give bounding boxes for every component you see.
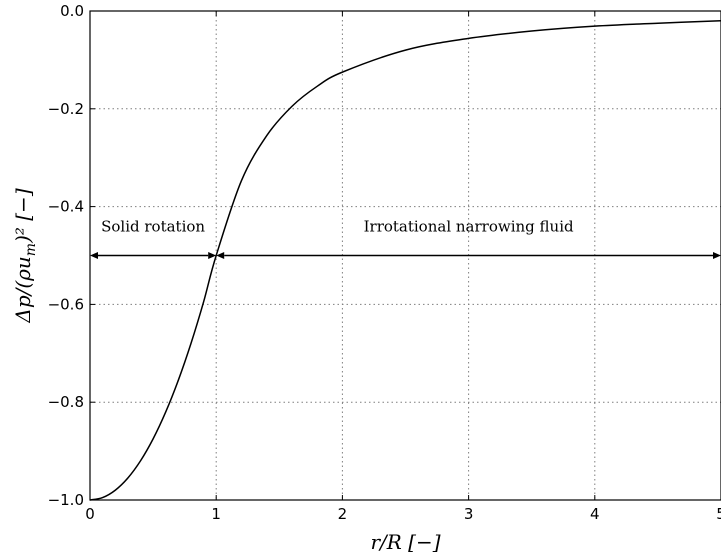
x-tick-label: 1 — [211, 505, 221, 523]
arrow-head-right — [713, 252, 721, 259]
axes-box — [89, 10, 721, 501]
range-label: Irrotational narrowing fluid — [364, 218, 574, 236]
range-label: Solid rotation — [101, 218, 205, 236]
y-tick-label: −0.2 — [48, 100, 84, 118]
range-arrow: Irrotational narrowing fluid — [216, 218, 721, 259]
y-tick-label: 0.0 — [60, 2, 84, 20]
arrow-head-left — [90, 252, 98, 259]
y-tick-label: −0.8 — [48, 393, 84, 411]
arrow-head-left — [216, 252, 225, 259]
pressure-curve — [89, 20, 721, 501]
tick-layer: 0 1 2 3 4 5 −1.0 −0.8 −0.6 −0.4 −0.2 0.0 — [48, 2, 721, 523]
y-tick-label: −0.6 — [48, 295, 84, 313]
x-tick-label: 5 — [716, 505, 721, 523]
x-tick-label: 0 — [85, 505, 95, 523]
range-arrow: Solid rotation — [90, 218, 217, 259]
annotation-layer: Solid rotation Irrotational narrowing flu… — [90, 218, 721, 259]
x-tick-label: 4 — [590, 505, 600, 523]
y-tick-label: −1.0 — [48, 491, 84, 509]
curve-layer — [89, 20, 721, 501]
x-tick-label: 3 — [464, 505, 474, 523]
arrow-head-right — [208, 252, 217, 259]
plot-frame — [89, 10, 721, 501]
y-tick-label: −0.4 — [48, 198, 84, 216]
x-tick-label: 2 — [338, 505, 348, 523]
x-axis-label: r/R [−] — [370, 530, 440, 554]
y-axis-label: Δp/(ρum)² [−] — [11, 188, 39, 323]
